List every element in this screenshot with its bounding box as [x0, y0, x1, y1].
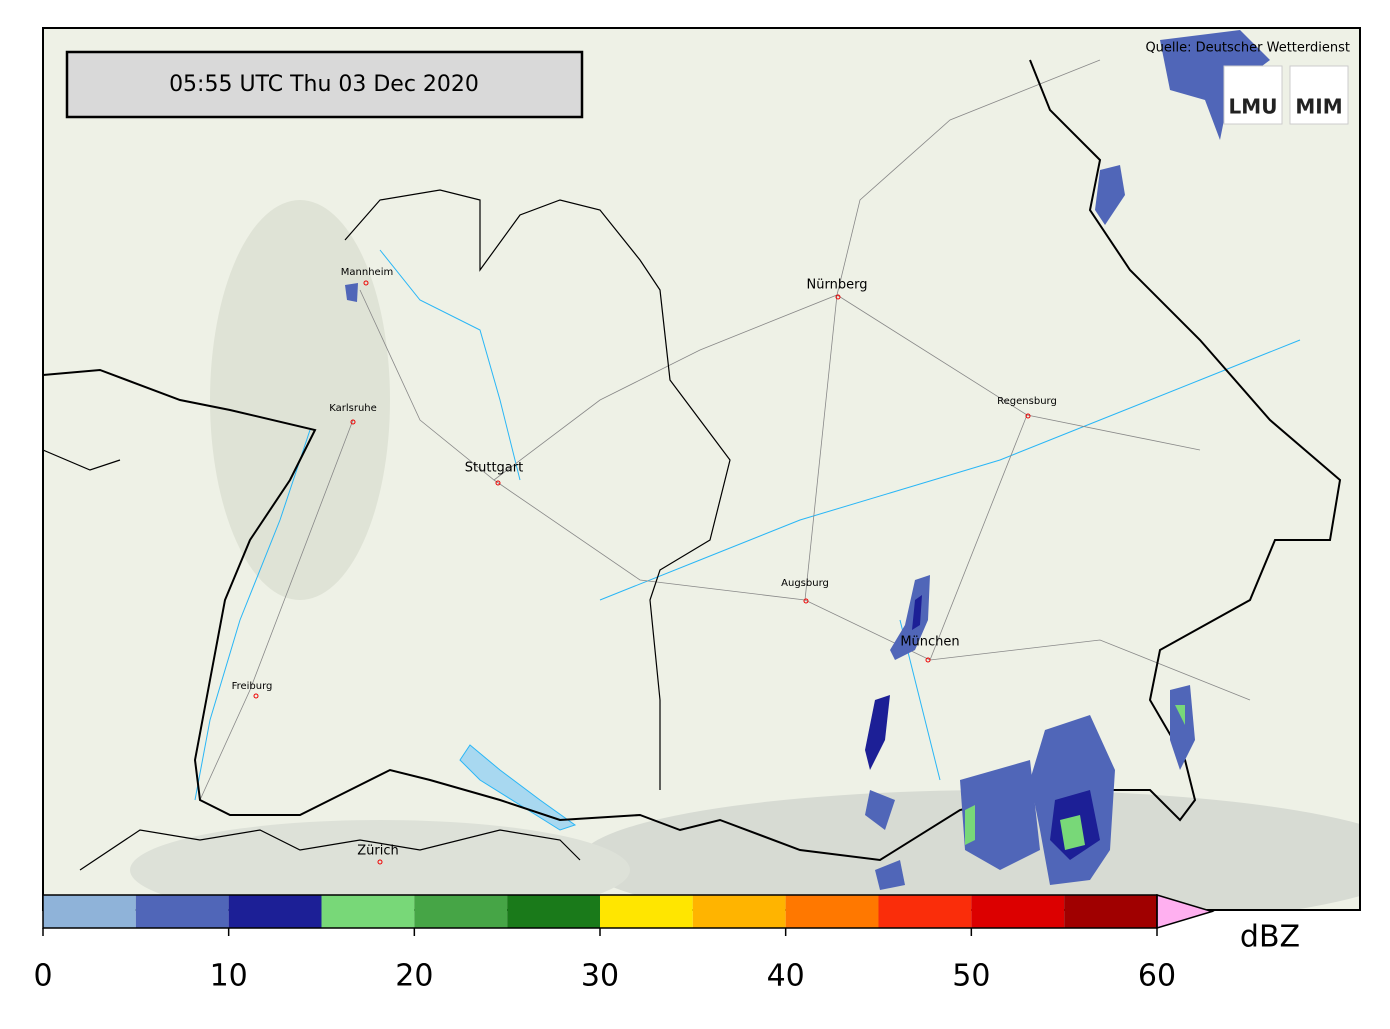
city-dot [363, 280, 369, 286]
colorbar-bin [135, 895, 229, 928]
colorbar-bin [507, 895, 600, 928]
colorbar-bin [414, 895, 508, 928]
logo-box [1223, 65, 1283, 125]
colorbar-bin [971, 895, 1065, 928]
colorbar-bin [878, 895, 972, 928]
timestamp-box [65, 50, 584, 119]
city-dot [835, 294, 841, 300]
city-dot [253, 693, 259, 699]
city-dot [803, 598, 809, 604]
colorbar-tick-label: 10 [210, 959, 248, 994]
borders [43, 59, 1342, 871]
logo: MIM [1295, 95, 1342, 119]
city-label: Karlsruhe [329, 403, 377, 414]
city-label: Augsburg [781, 578, 829, 589]
colorbar-tick-label: 50 [952, 959, 990, 994]
relief [130, 820, 630, 910]
colorbar-bin [692, 895, 786, 928]
colorbar: 0 10 20 30 40 50 60 dBZ [33, 893, 1300, 994]
colorbar-bin [1064, 895, 1157, 928]
city-label: Mannheim [341, 267, 393, 278]
cities: Mannheim Nürnberg Karlsruhe Stuttgart Regens… [232, 267, 1057, 865]
logo: LMU [1229, 95, 1278, 119]
city-dot [350, 419, 356, 425]
colorbar-tick-label: 30 [581, 959, 619, 994]
city-label: Regensburg [997, 396, 1057, 407]
colorbar-tick-label: 20 [395, 959, 433, 994]
city-label: Nürnberg [807, 278, 868, 293]
colorbar-tick-label: 0 [33, 959, 52, 994]
timestamp: 05:55 UTC Thu 03 Dec 2020 [169, 72, 479, 97]
logo-box [1289, 65, 1349, 125]
colorbar-bin [43, 895, 136, 928]
radar-echoes [345, 30, 1270, 890]
colorbar-label: dBZ [1240, 920, 1300, 955]
rivers [194, 249, 1301, 801]
colorbar-tick-label: 40 [767, 959, 805, 994]
colorbar-bin [785, 895, 879, 928]
colorbar-bin [321, 895, 415, 928]
map-layer: Mannheim Nürnberg Karlsruhe Stuttgart Regens… [43, 28, 1360, 910]
relief [210, 200, 390, 600]
city-label: Freiburg [232, 681, 273, 692]
colorbar-bin [600, 895, 693, 928]
colorbar-bin [228, 895, 322, 928]
city-label: Stuttgart [465, 461, 523, 476]
colorbar-tick-label: 60 [1138, 959, 1176, 994]
city-dot [377, 859, 383, 865]
source: Quelle: Deutscher Wetterdienst [1145, 41, 1350, 56]
city-dot [495, 480, 501, 486]
city-dot [1025, 413, 1031, 419]
roads [199, 59, 1251, 801]
city-label: Zürich [357, 844, 399, 859]
city-label: München [900, 635, 959, 650]
city-dot [925, 657, 931, 663]
lake [459, 744, 577, 831]
